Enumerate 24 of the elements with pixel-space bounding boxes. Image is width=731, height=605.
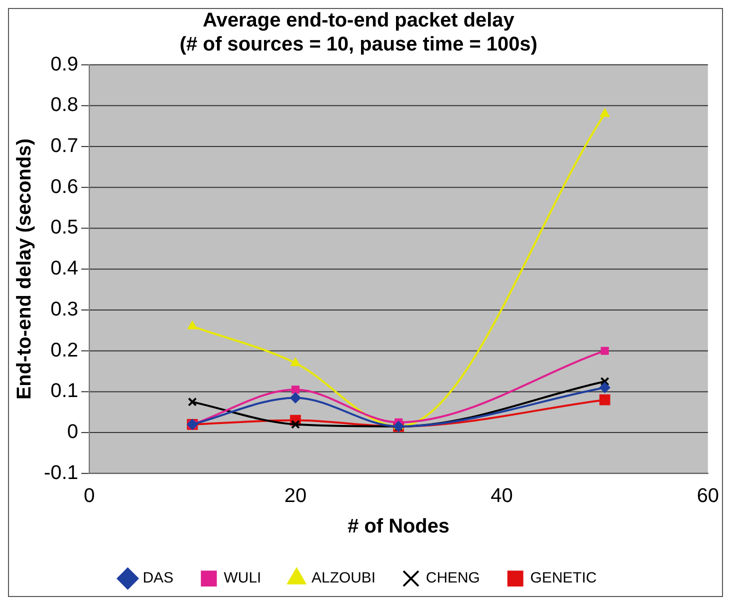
x-tick-label: 0 [84, 484, 95, 507]
y-tick-label: 0.3 [50, 298, 78, 320]
legend-label: ALZOUBI [312, 570, 376, 587]
chart-title: Average end-to-end packet delay [202, 9, 514, 32]
x-tick-label: 20 [284, 484, 307, 507]
y-tick-label: 0.4 [50, 258, 78, 280]
y-tick-label: 0.7 [50, 135, 78, 158]
y-tick-label: 0 [67, 421, 78, 444]
legend-label: WULI [224, 570, 262, 587]
y-tick-label: -0.1 [44, 462, 78, 484]
y-tick-label: 0.2 [50, 339, 78, 362]
y-tick-label: 0.6 [50, 176, 78, 198]
legend-label: GENETIC [530, 570, 597, 587]
x-axis-title: # of Nodes [348, 516, 450, 538]
x-tick-label: 40 [490, 484, 513, 507]
chart-subtitle: (# of sources = 10, pause time = 100s) [180, 33, 538, 56]
legend-label: DAS [142, 570, 174, 587]
y-tick-label: 0.8 [50, 94, 78, 116]
y-tick-label: 0.5 [50, 216, 78, 239]
y-axis-title: End-to-end delay (seconds) [13, 138, 36, 400]
x-tick-label: 60 [696, 484, 720, 507]
y-tick-label: 0.1 [50, 380, 78, 402]
y-tick-label: 0.9 [50, 53, 78, 76]
legend-label: CHENG [426, 570, 480, 587]
